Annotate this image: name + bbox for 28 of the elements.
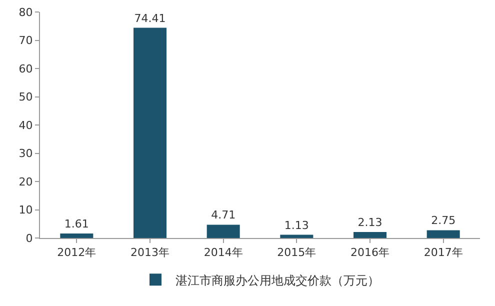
bar bbox=[280, 234, 314, 238]
y-tick-label: 40 bbox=[18, 118, 33, 132]
x-tick-label: 2017年 bbox=[424, 246, 463, 260]
x-tick-label: 2013年 bbox=[130, 246, 170, 260]
y-tick-label: 0 bbox=[26, 232, 33, 245]
y-tick-label: 50 bbox=[18, 90, 33, 104]
bar bbox=[354, 232, 386, 238]
y-tick-label: 80 bbox=[18, 6, 33, 19]
data-label: 1.13 bbox=[284, 218, 309, 232]
y-tick-label: 30 bbox=[18, 147, 33, 160]
bar bbox=[426, 230, 460, 238]
bar bbox=[134, 28, 166, 238]
x-tick-label: 2012年 bbox=[57, 246, 96, 260]
x-tick-label: 2015年 bbox=[277, 246, 316, 260]
y-tick-label: 20 bbox=[18, 175, 33, 188]
bar bbox=[60, 233, 94, 238]
data-label: 2.13 bbox=[358, 216, 382, 229]
y-tick-label: 70 bbox=[18, 34, 33, 48]
data-label: 74.41 bbox=[134, 12, 166, 25]
y-tick-label: 60 bbox=[18, 62, 33, 76]
data-label: 1.61 bbox=[64, 217, 89, 230]
legend-label: 湛江市商服办公用地成交价款（万元） bbox=[176, 273, 380, 288]
bar bbox=[206, 224, 240, 238]
x-tick-label: 2016年 bbox=[350, 246, 390, 260]
y-tick-label: 10 bbox=[18, 204, 33, 217]
x-tick-label: 2014年 bbox=[204, 246, 243, 260]
data-label: 4.71 bbox=[211, 208, 236, 222]
data-label: 2.75 bbox=[431, 214, 456, 228]
